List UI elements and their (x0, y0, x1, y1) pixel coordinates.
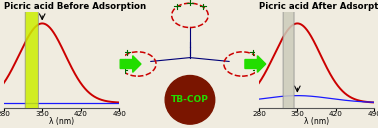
Text: TB-COP: TB-COP (171, 95, 209, 104)
Circle shape (165, 76, 215, 124)
Text: Picric acid After Adsorption: Picric acid After Adsorption (259, 2, 378, 11)
FancyBboxPatch shape (283, 0, 294, 128)
FancyBboxPatch shape (25, 0, 38, 128)
Text: Picric acid Before Adsorption: Picric acid Before Adsorption (4, 2, 146, 11)
X-axis label: λ (nm): λ (nm) (49, 117, 74, 126)
X-axis label: λ (nm): λ (nm) (304, 117, 329, 126)
